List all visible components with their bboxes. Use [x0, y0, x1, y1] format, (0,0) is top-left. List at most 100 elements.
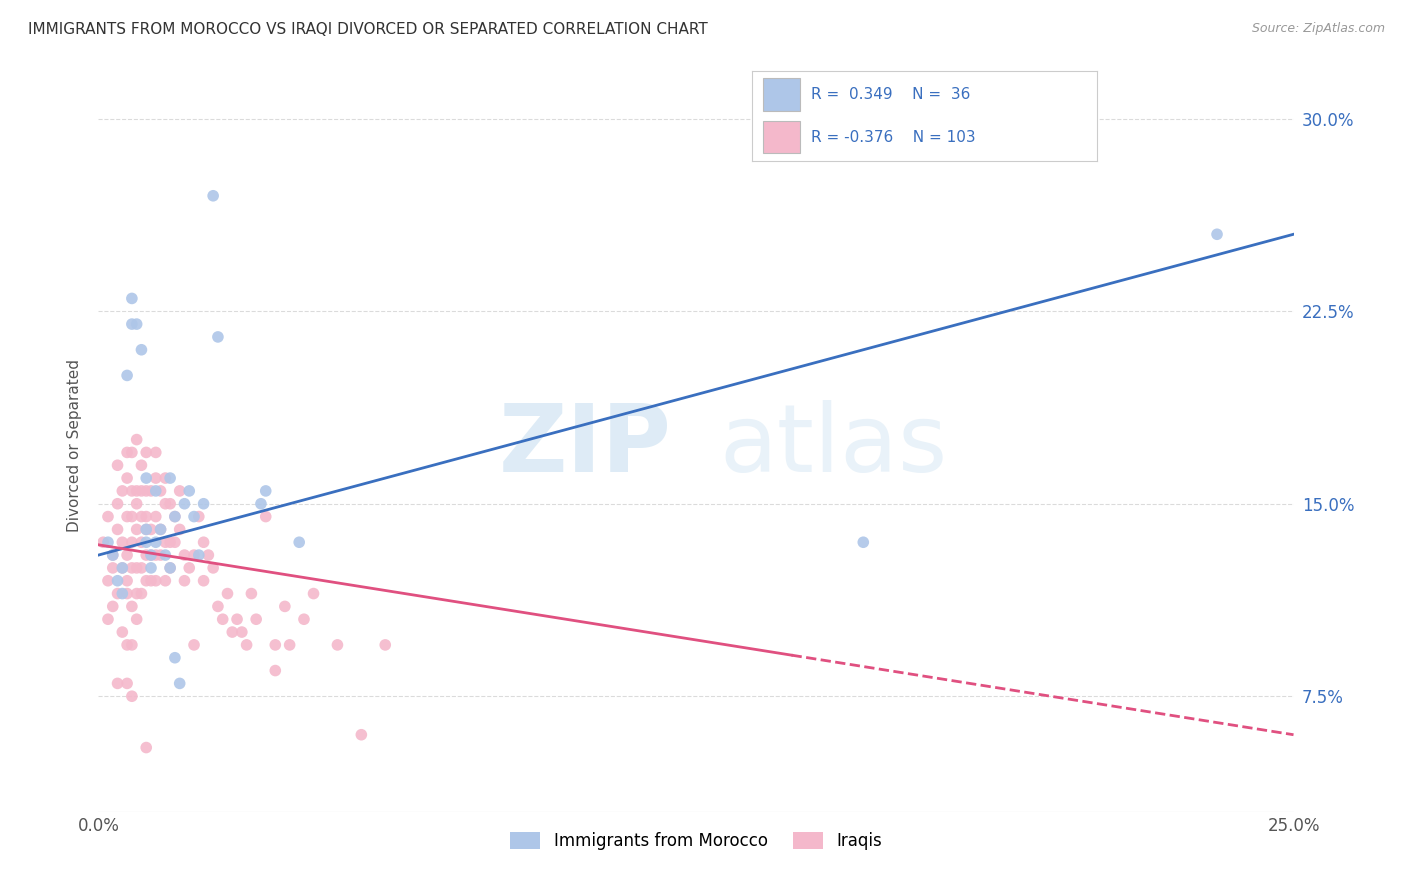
- Point: [145, 548, 167, 562]
- Point: [202, 188, 225, 202]
- Point: [111, 561, 134, 575]
- Point: [107, 676, 129, 690]
- Point: [169, 483, 191, 498]
- Point: [159, 497, 181, 511]
- Point: [97, 535, 120, 549]
- Point: [139, 561, 162, 575]
- Point: [139, 483, 162, 498]
- FancyBboxPatch shape: [762, 78, 800, 111]
- Text: R =  0.349    N =  36: R = 0.349 N = 36: [811, 87, 970, 102]
- Point: [97, 574, 120, 588]
- Point: [159, 535, 181, 549]
- Point: [149, 523, 172, 537]
- Point: [131, 535, 153, 549]
- Point: [264, 638, 287, 652]
- Point: [173, 497, 195, 511]
- Point: [131, 483, 153, 498]
- Point: [131, 586, 153, 600]
- Point: [135, 523, 157, 537]
- Point: [97, 612, 120, 626]
- Point: [197, 548, 219, 562]
- Point: [852, 535, 875, 549]
- Point: [125, 523, 148, 537]
- Point: [115, 638, 138, 652]
- Point: [211, 612, 233, 626]
- Point: [135, 574, 157, 588]
- Point: [107, 574, 129, 588]
- Point: [107, 497, 129, 511]
- Point: [173, 548, 195, 562]
- Point: [187, 548, 209, 562]
- Point: [135, 548, 157, 562]
- Point: [240, 586, 263, 600]
- Point: [139, 523, 162, 537]
- Point: [155, 497, 177, 511]
- Text: IMMIGRANTS FROM MOROCCO VS IRAQI DIVORCED OR SEPARATED CORRELATION CHART: IMMIGRANTS FROM MOROCCO VS IRAQI DIVORCE…: [28, 22, 707, 37]
- Point: [135, 535, 157, 549]
- Point: [207, 330, 229, 344]
- Point: [145, 535, 167, 549]
- Point: [183, 509, 205, 524]
- Point: [115, 676, 138, 690]
- Point: [163, 509, 186, 524]
- Point: [145, 471, 167, 485]
- Point: [115, 368, 138, 383]
- Point: [115, 548, 138, 562]
- Point: [107, 458, 129, 473]
- Point: [115, 586, 138, 600]
- Point: [278, 638, 301, 652]
- Point: [125, 497, 148, 511]
- Point: [135, 740, 157, 755]
- Point: [125, 433, 148, 447]
- Point: [139, 548, 162, 562]
- Point: [254, 483, 277, 498]
- Point: [135, 523, 157, 537]
- Point: [111, 483, 134, 498]
- Point: [125, 317, 148, 331]
- Point: [91, 535, 114, 549]
- Point: [107, 523, 129, 537]
- Point: [169, 523, 191, 537]
- Point: [302, 586, 325, 600]
- Point: [131, 458, 153, 473]
- Point: [264, 664, 287, 678]
- Point: [159, 561, 181, 575]
- Point: [245, 612, 267, 626]
- FancyBboxPatch shape: [762, 121, 800, 153]
- Point: [187, 509, 209, 524]
- Point: [274, 599, 297, 614]
- Point: [193, 574, 215, 588]
- Point: [149, 523, 172, 537]
- Text: Source: ZipAtlas.com: Source: ZipAtlas.com: [1251, 22, 1385, 36]
- Point: [111, 586, 134, 600]
- Point: [121, 292, 143, 306]
- Point: [111, 625, 134, 640]
- Point: [111, 535, 134, 549]
- Point: [163, 650, 186, 665]
- Point: [115, 445, 138, 459]
- Point: [135, 509, 157, 524]
- Point: [145, 483, 167, 498]
- Point: [125, 612, 148, 626]
- Point: [115, 509, 138, 524]
- Point: [115, 471, 138, 485]
- Point: [149, 483, 172, 498]
- Point: [254, 509, 277, 524]
- Point: [135, 471, 157, 485]
- Point: [145, 574, 167, 588]
- Point: [326, 638, 349, 652]
- Point: [155, 471, 177, 485]
- Point: [121, 509, 143, 524]
- Point: [121, 483, 143, 498]
- Point: [179, 483, 201, 498]
- Point: [179, 561, 201, 575]
- Point: [145, 509, 167, 524]
- Point: [145, 445, 167, 459]
- Point: [101, 548, 124, 562]
- Point: [125, 483, 148, 498]
- Point: [125, 561, 148, 575]
- Point: [135, 445, 157, 459]
- Y-axis label: Divorced or Separated: Divorced or Separated: [67, 359, 83, 533]
- Point: [226, 612, 249, 626]
- Point: [202, 561, 225, 575]
